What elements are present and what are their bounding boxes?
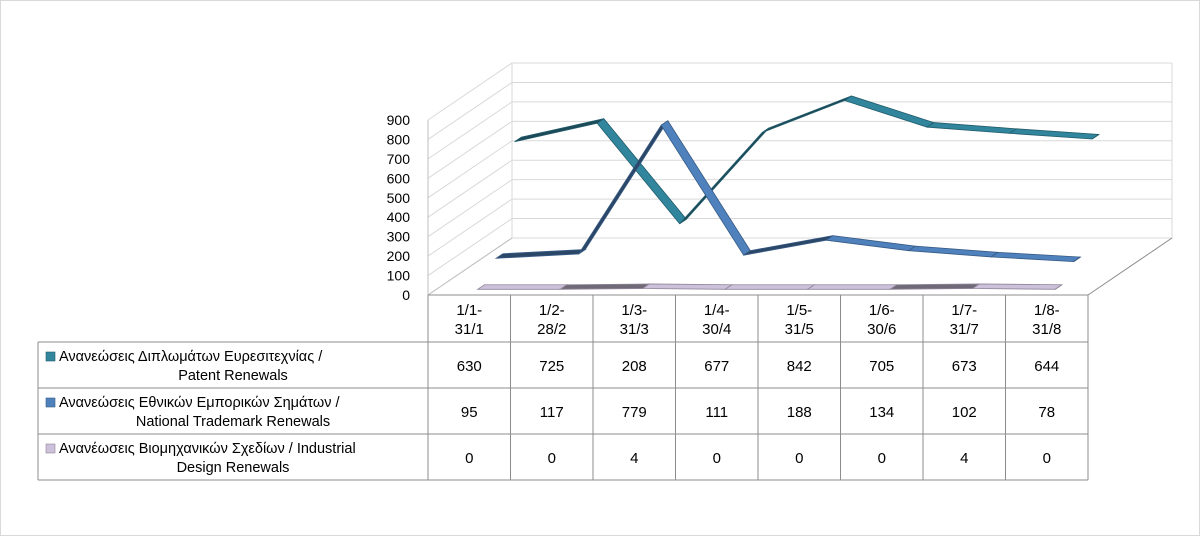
category-label: 1/3-	[621, 302, 647, 319]
legend-label: National Trademark Renewals	[136, 414, 330, 430]
data-label: 677	[704, 358, 729, 375]
category-label: 31/3	[620, 321, 649, 338]
category-label: 31/5	[785, 321, 814, 338]
series-lines	[476, 95, 1101, 290]
series-3-segment	[558, 283, 651, 290]
y-axis: 0 100 200 300 400 500 600 700 800 900	[387, 112, 411, 303]
legend-label: Design Renewals	[177, 460, 290, 476]
y-tick-label: 300	[387, 229, 411, 245]
series-3-segment	[723, 284, 816, 290]
y-tick-label: 200	[387, 248, 411, 264]
category-label: 31/1	[455, 321, 484, 338]
category-label: 1/8-	[1034, 302, 1060, 319]
y-tick-label: 800	[387, 131, 411, 147]
series-1-cap	[1091, 134, 1100, 140]
legend-label: Ανανεώσεις Εθνικών Εμπορικών Σημάτων /	[59, 395, 341, 411]
y-tick-label: 500	[387, 190, 411, 206]
y-tick-label: 400	[387, 209, 411, 225]
data-label: 0	[795, 450, 803, 467]
gridline	[427, 218, 1172, 276]
gridline	[427, 140, 1172, 199]
gridline	[427, 198, 1172, 257]
data-label: 111	[705, 404, 728, 421]
gridline	[427, 120, 1172, 179]
data-label: 4	[960, 450, 968, 467]
category-label: 28/2	[537, 321, 566, 338]
legend-key	[45, 443, 56, 454]
data-label: 78	[1038, 404, 1055, 421]
data-label: 842	[787, 358, 812, 375]
data-label: 673	[952, 358, 977, 375]
gridline	[427, 179, 1172, 238]
series-3-segment	[476, 284, 569, 290]
category-label: 1/2-	[539, 302, 565, 319]
category-label: 1/5-	[786, 302, 812, 319]
gridline	[427, 101, 1172, 160]
gridline	[427, 159, 1172, 218]
data-label: 705	[869, 358, 894, 375]
series-2-cap	[1073, 256, 1081, 263]
category-label: 1/6-	[869, 302, 895, 319]
legend-label: Ανανέωσεις Βιομηχανικών Σχεδίων / Indust…	[59, 441, 356, 457]
series-3-segment	[888, 283, 981, 290]
series-2-segment	[743, 235, 834, 256]
gridline	[427, 81, 1172, 140]
y-tick-label: 700	[387, 151, 411, 167]
data-label: 725	[539, 358, 564, 375]
category-label: 30/4	[702, 321, 731, 338]
category-label: 1/7-	[951, 302, 977, 319]
data-label: 117	[540, 404, 564, 421]
data-label: 188	[787, 404, 812, 421]
data-label: 4	[630, 450, 638, 467]
series-2-segment	[907, 245, 1000, 258]
legend-key	[45, 351, 56, 362]
data-label: 208	[622, 358, 647, 375]
y-tick-label: 100	[387, 268, 411, 284]
category-label: 31/8	[1032, 321, 1061, 338]
data-table: 1/1- 31/1 1/2- 28/2 1/3- 31/3 1/4- 30/4 1/5- 31/5…	[37, 294, 1089, 481]
legend-label: Ανανεώσεις Διπλωμάτων Ευρεσιτεχνίας /	[59, 349, 323, 365]
data-label: 0	[878, 450, 886, 467]
floor-edge	[1087, 237, 1173, 296]
series-3-segment	[641, 283, 734, 290]
category-label: 31/7	[950, 321, 979, 338]
data-label: 0	[548, 450, 556, 467]
data-label: 0	[713, 450, 721, 467]
data-label: 0	[465, 450, 473, 467]
gridlines	[427, 62, 1173, 296]
series-3-cap	[1054, 284, 1063, 290]
category-label: 1/1-	[456, 302, 482, 319]
category-label: 1/4-	[704, 302, 730, 319]
data-label: 644	[1034, 358, 1059, 375]
data-label: 0	[1043, 450, 1051, 467]
series-3-segment	[806, 284, 899, 290]
floor-edge	[427, 237, 513, 296]
data-label: 630	[457, 358, 482, 375]
y-tick-label: 900	[387, 112, 411, 128]
gridline	[427, 62, 1172, 121]
series-2-segment	[494, 248, 587, 259]
series-1-segment	[1008, 128, 1101, 140]
data-label: 134	[869, 404, 894, 421]
series-1-segment	[843, 95, 935, 128]
category-label: 30/6	[867, 321, 896, 338]
series-1-segment	[925, 122, 1018, 134]
series-2-segment	[989, 251, 1082, 263]
y-tick-label: 600	[387, 170, 411, 186]
series-1-segment	[514, 118, 605, 143]
data-label: 95	[461, 404, 478, 421]
data-label: 779	[622, 404, 647, 421]
legend-label: Patent Renewals	[178, 368, 288, 384]
y-tick-label: 0	[402, 287, 410, 303]
data-label: 102	[952, 404, 977, 421]
series-3-segment	[971, 283, 1064, 290]
legend-key	[45, 397, 56, 408]
